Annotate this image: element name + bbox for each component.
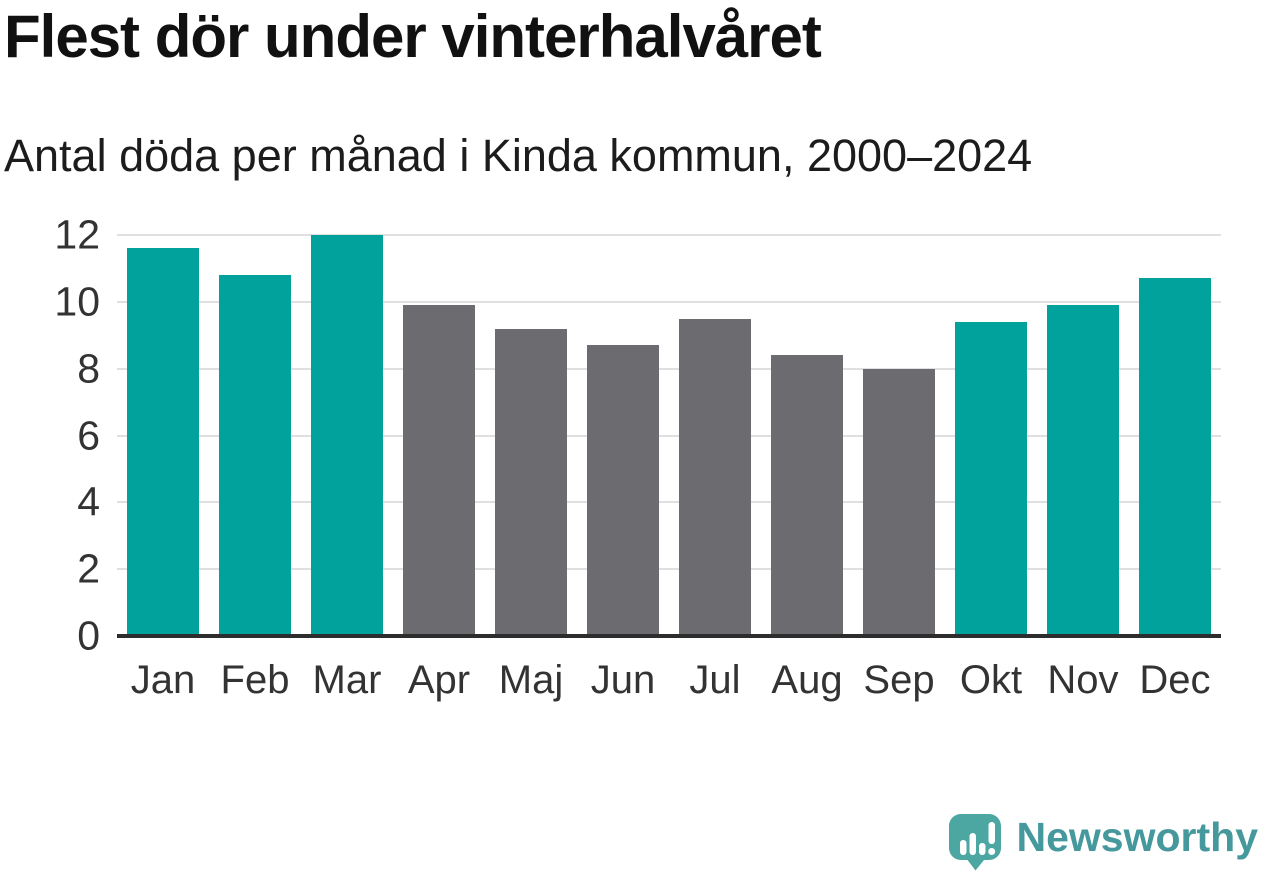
x-tick-label-sep: Sep <box>863 658 935 702</box>
gridline-y12 <box>117 234 1221 236</box>
gridline-y2 <box>117 568 1221 571</box>
bar-slot-dec <box>1129 235 1221 636</box>
bars-row <box>117 235 1221 636</box>
y-tick-label-10: 10 <box>54 278 100 325</box>
gridline-y4 <box>117 501 1221 504</box>
bar-slot-jun <box>577 235 669 636</box>
bar-slot-sep <box>853 235 945 636</box>
bar-slot-nov <box>1037 235 1129 636</box>
x-axis: Jan Feb Mar Apr Maj Jun Jul Aug Sep Okt Nov Dec <box>117 655 1221 705</box>
x-tick-label-jun: Jun <box>590 658 656 702</box>
bar-slot-maj <box>485 235 577 636</box>
x-tick-label-dec: Dec <box>1139 658 1211 702</box>
x-tick-label-nov: Nov <box>1047 658 1119 702</box>
gridline-y8 <box>117 367 1221 370</box>
y-tick-label-4: 4 <box>77 478 100 525</box>
newsworthy-logo-icon <box>948 814 1001 871</box>
bar-okt <box>955 321 1027 636</box>
x-tick-label-maj: Maj <box>498 658 564 702</box>
bar-slot-apr <box>393 235 485 636</box>
y-tick-label-0: 0 <box>77 612 100 659</box>
y-tick-label-12: 12 <box>54 211 100 258</box>
bar-mar <box>311 235 383 636</box>
x-tick-label-mar: Mar <box>312 658 382 702</box>
bar-sep <box>863 368 935 636</box>
x-tick-label-aug: Aug <box>771 658 843 702</box>
bar-aug <box>771 355 843 636</box>
x-tick-label-jul: Jul <box>689 658 741 702</box>
bar-feb <box>219 275 291 636</box>
bar-dec <box>1139 278 1211 636</box>
gridline-y6 <box>117 434 1221 437</box>
bar-slot-mar <box>301 235 393 636</box>
x-tick-label-jan: Jan <box>130 658 196 702</box>
bar-chart-glyph <box>959 822 995 855</box>
y-tick-label-8: 8 <box>77 345 100 392</box>
x-tick-label-feb: Feb <box>220 658 290 702</box>
bar-jan <box>127 248 199 636</box>
y-axis: 0 2 4 6 8 10 12 <box>0 214 100 656</box>
x-tick-label-apr: Apr <box>407 658 471 702</box>
bar-slot-okt <box>945 235 1037 636</box>
bar-jul <box>679 318 751 636</box>
brand-footer: Newsworthy <box>948 814 1259 871</box>
bar-slot-jan <box>117 235 209 636</box>
bar-nov <box>1047 305 1119 636</box>
gridline-y10 <box>117 300 1221 303</box>
page-title: Flest dör under vinterhalvåret <box>4 3 822 70</box>
x-axis-baseline <box>117 634 1221 638</box>
y-tick-label-2: 2 <box>77 545 100 592</box>
bar-apr <box>403 305 475 636</box>
brand-wordmark: Newsworthy <box>1016 814 1259 860</box>
x-tick-label-okt: Okt <box>959 658 1023 702</box>
bar-slot-jul <box>669 235 761 636</box>
bar-jun <box>587 345 659 636</box>
bar-slot-feb <box>209 235 301 636</box>
bar-slot-aug <box>761 235 853 636</box>
chart-subtitle: Antal döda per månad i Kinda kommun, 200… <box>4 130 1033 181</box>
y-tick-label-6: 6 <box>77 412 100 458</box>
bar-maj <box>495 328 567 636</box>
plot-area <box>117 234 1221 638</box>
